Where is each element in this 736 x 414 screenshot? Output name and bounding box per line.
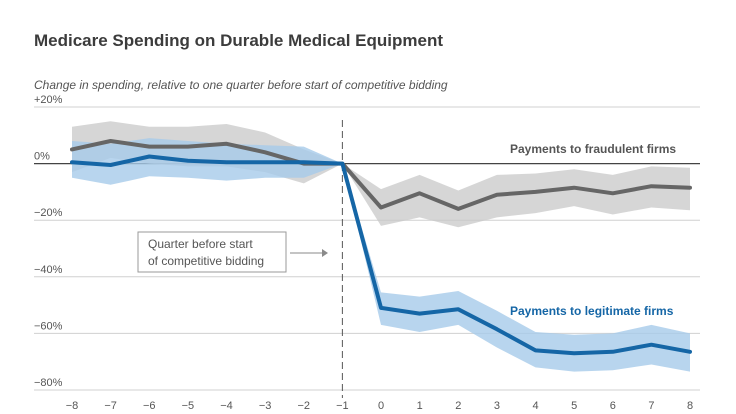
data-point	[534, 190, 537, 194]
annotation-line-2: of competitive bidding	[148, 254, 264, 268]
chart-subtitle: Change in spending, relative to one quar…	[34, 78, 448, 92]
x-tick-label: 3	[494, 400, 500, 412]
data-point	[70, 160, 74, 164]
x-tick-label: −4	[220, 400, 233, 412]
data-point	[186, 145, 190, 149]
y-tick-label: −60%	[34, 320, 63, 332]
y-axis-ticks: +20% 0% −20% −40% −60% −80%	[34, 94, 63, 389]
x-tick-label: 0	[378, 400, 384, 412]
x-tick-label: −5	[182, 400, 195, 412]
x-tick-label: −3	[259, 400, 272, 412]
data-point	[147, 155, 151, 159]
annotation-line-1: Quarter before start	[148, 237, 253, 251]
x-tick-label: 6	[610, 400, 616, 412]
data-point	[379, 306, 383, 310]
chart-title: Medicare Spending on Durable Medical Equ…	[34, 31, 443, 50]
data-point	[109, 163, 113, 167]
data-point	[572, 186, 576, 190]
x-axis-ticks: −8 −7 −6 −5 −4 −3 −2 −1 0 1 2 3 4 5 6 7 8	[66, 400, 693, 412]
annotation-box	[137, 231, 287, 273]
data-point	[572, 351, 576, 355]
x-tick-label: 1	[417, 400, 423, 412]
data-point	[147, 145, 151, 149]
data-point	[186, 159, 190, 163]
annotation: Quarter before start of competitive bidd…	[137, 231, 328, 273]
data-point	[70, 147, 74, 151]
x-tick-label: −2	[297, 400, 310, 412]
x-tick-label: 7	[648, 400, 654, 412]
data-point	[109, 139, 113, 143]
data-point	[418, 191, 422, 195]
x-tick-label: 2	[455, 400, 461, 412]
data-point	[456, 307, 460, 311]
data-point	[263, 150, 267, 154]
data-point	[418, 312, 422, 316]
y-tick-label: −20%	[34, 207, 63, 219]
data-point	[688, 186, 692, 190]
data-point	[495, 327, 499, 331]
data-point	[495, 193, 499, 197]
series-lines	[70, 139, 692, 356]
y-tick-label: −80%	[34, 377, 63, 389]
data-point	[611, 191, 615, 195]
x-tick-label: −6	[143, 400, 156, 412]
y-tick-label: +20%	[34, 94, 63, 106]
data-point	[340, 162, 344, 166]
data-point	[611, 350, 615, 354]
x-tick-label: −7	[104, 400, 117, 412]
x-tick-label: 5	[571, 400, 577, 412]
data-point	[225, 160, 228, 164]
data-point	[379, 205, 383, 209]
series-label-legitimate: Payments to legitimate firms	[510, 304, 674, 318]
x-tick-label: 8	[687, 400, 693, 412]
data-point	[649, 343, 653, 347]
data-point	[456, 207, 460, 211]
annotation-arrow-head	[322, 249, 328, 257]
x-tick-label: 4	[532, 400, 538, 412]
data-point	[649, 184, 653, 188]
x-tick-label: −1	[336, 400, 349, 412]
data-point	[302, 160, 306, 164]
y-tick-label: 0%	[34, 151, 50, 163]
y-tick-label: −40%	[34, 264, 63, 276]
x-tick-label: −8	[66, 400, 79, 412]
data-point	[688, 350, 692, 354]
data-point	[534, 348, 537, 352]
data-point	[225, 142, 228, 146]
series-label-fraudulent: Payments to fraudulent firms	[510, 142, 676, 156]
data-point	[263, 160, 267, 164]
